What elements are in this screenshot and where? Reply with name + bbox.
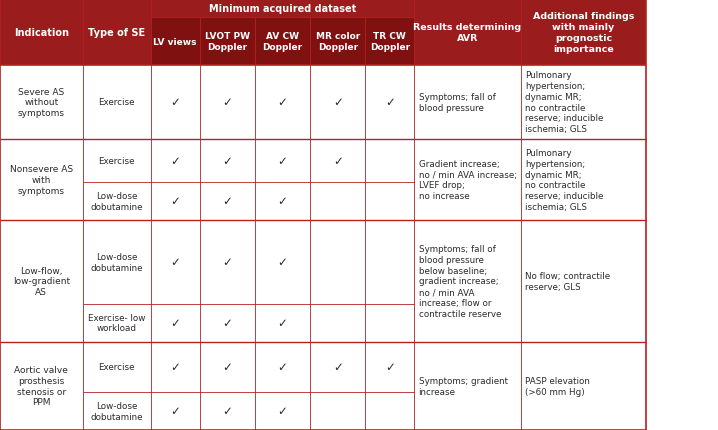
- Text: Exercise: Exercise: [98, 362, 135, 372]
- Text: ✓: ✓: [223, 405, 232, 418]
- Text: ✓: ✓: [170, 154, 180, 167]
- Text: AV CW
Doppler: AV CW Doppler: [263, 32, 302, 52]
- Text: MR color
Doppler: MR color Doppler: [316, 32, 360, 52]
- Text: Low-flow,
low-gradient
AS: Low-flow, low-gradient AS: [13, 266, 70, 296]
- Text: ✓: ✓: [223, 360, 232, 373]
- Text: Low-dose
dobutamine: Low-dose dobutamine: [90, 252, 143, 272]
- Text: ✓: ✓: [170, 96, 180, 109]
- Bar: [0, 0, 646, 66]
- Text: ✓: ✓: [223, 154, 232, 167]
- Text: Gradient increase;
no / min AVA increase;
LVEF drop;
no increase: Gradient increase; no / min AVA increase…: [419, 160, 517, 200]
- Text: ✓: ✓: [223, 256, 232, 269]
- Text: Severe AS
without
symptoms: Severe AS without symptoms: [18, 87, 65, 118]
- Text: Aortic valve
prosthesis
stenosis or
PPM: Aortic valve prosthesis stenosis or PPM: [14, 366, 68, 406]
- Text: ✓: ✓: [170, 360, 180, 373]
- Text: ✓: ✓: [170, 405, 180, 418]
- Text: ✓: ✓: [278, 405, 287, 418]
- Text: Minimum acquired dataset: Minimum acquired dataset: [209, 4, 356, 14]
- Text: ✓: ✓: [333, 96, 342, 109]
- Text: Results determining
AVR: Results determining AVR: [414, 23, 521, 43]
- Text: ✓: ✓: [223, 316, 232, 329]
- Text: Additional findings
with mainly
prognostic
importance: Additional findings with mainly prognost…: [533, 12, 634, 53]
- Text: Low-dose
dobutamine: Low-dose dobutamine: [90, 192, 143, 211]
- Text: Exercise- low
workload: Exercise- low workload: [88, 313, 145, 333]
- Text: LVOT PW
Doppler: LVOT PW Doppler: [205, 32, 250, 52]
- Bar: [151, 18, 414, 66]
- Text: Symptoms; fall of
blood pressure
below baseline;
gradient increase;
no / min AVA: Symptoms; fall of blood pressure below b…: [419, 245, 501, 318]
- Text: ✓: ✓: [223, 195, 232, 208]
- Text: No flow; contractile
reserve; GLS: No flow; contractile reserve; GLS: [525, 271, 610, 291]
- Text: Pulmonary
hypertension;
dynamic MR;
no contractile
reserve; inducible
ischemia; : Pulmonary hypertension; dynamic MR; no c…: [525, 149, 603, 211]
- Text: ✓: ✓: [333, 154, 342, 167]
- Text: ✓: ✓: [278, 154, 287, 167]
- Text: Symptoms; fall of
blood pressure: Symptoms; fall of blood pressure: [419, 93, 495, 113]
- Text: ✓: ✓: [385, 96, 395, 109]
- Bar: [0, 66, 646, 430]
- Text: Exercise: Exercise: [98, 98, 135, 107]
- Text: ✓: ✓: [333, 360, 342, 373]
- Text: ✓: ✓: [278, 256, 287, 269]
- Text: ✓: ✓: [170, 195, 180, 208]
- Text: ✓: ✓: [278, 195, 287, 208]
- Text: Pulmonary
hypertension;
dynamic MR;
no contractile
reserve; inducible
ischemia; : Pulmonary hypertension; dynamic MR; no c…: [525, 71, 603, 134]
- Text: PASP elevation
(>60 mm Hg): PASP elevation (>60 mm Hg): [525, 376, 589, 396]
- Text: Exercise: Exercise: [98, 157, 135, 166]
- Text: TR CW
Doppler: TR CW Doppler: [370, 32, 410, 52]
- Text: Low-dose
dobutamine: Low-dose dobutamine: [90, 401, 143, 421]
- Text: Nonsevere AS
with
symptoms: Nonsevere AS with symptoms: [10, 165, 73, 195]
- Text: Indication: Indication: [14, 28, 69, 38]
- Text: Type of SE: Type of SE: [88, 28, 145, 38]
- Text: ✓: ✓: [170, 256, 180, 269]
- Text: ✓: ✓: [278, 316, 287, 329]
- Text: ✓: ✓: [385, 360, 395, 373]
- Text: ✓: ✓: [278, 96, 287, 109]
- Text: ✓: ✓: [223, 96, 232, 109]
- Text: Symptoms; gradient
increase: Symptoms; gradient increase: [419, 376, 508, 396]
- Text: ✓: ✓: [278, 360, 287, 373]
- Text: ✓: ✓: [170, 316, 180, 329]
- Text: LV views: LV views: [154, 37, 197, 46]
